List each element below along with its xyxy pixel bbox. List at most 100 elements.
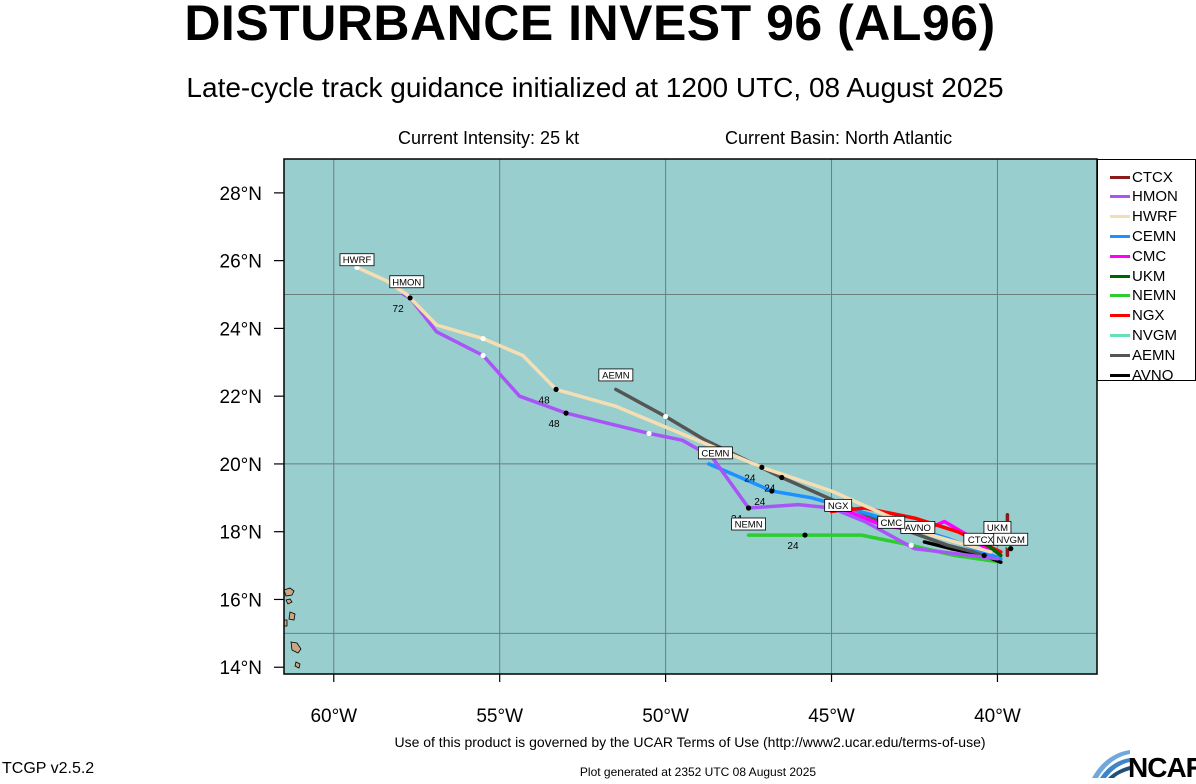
page-subtitle: Late-cycle track guidance initialized at… (186, 72, 1004, 103)
legend: CTCX HMON HWRF CEMN CMC UKM NEMN NGX NVGM AEMN AVN… (1097, 159, 1196, 384)
svg-text:CMC: CMC (880, 518, 902, 529)
legend-item-nvgm: NVGM (1110, 326, 1177, 344)
svg-text:CTCX: CTCX (968, 535, 995, 546)
svg-text:NGX: NGX (828, 501, 849, 512)
page-title: DISTURBANCE INVEST 96 (AL96) (184, 0, 996, 51)
ncar-logo-icon (1092, 750, 1130, 778)
legend-item-ctcx: CTCX (1110, 168, 1173, 186)
legend-swatch (1110, 195, 1130, 199)
legend-swatch (1110, 314, 1130, 318)
legend-label: HWRF (1132, 208, 1177, 226)
island-shape (294, 661, 301, 669)
legend-item-ngx: NGX (1110, 307, 1165, 325)
version-label: TCGP v2.5.2 (2, 760, 95, 777)
forecast-hour-label: 24 (754, 497, 766, 508)
track-label-ukm: UKM (983, 520, 1012, 534)
legend-item-nemn: NEMN (1110, 287, 1176, 305)
svg-text:NVGM: NVGM (996, 535, 1025, 546)
lon-tick-label: 50°W (642, 706, 689, 727)
svg-text:NEMN: NEMN (735, 520, 763, 531)
track-marker (779, 474, 785, 481)
forecast-hour-label: 24 (744, 473, 756, 484)
legend-swatch (1110, 175, 1130, 179)
legend-item-cmc: CMC (1110, 247, 1166, 265)
legend-swatch (1110, 254, 1130, 258)
map-frame (283, 158, 1098, 675)
track-marker (745, 505, 752, 511)
lat-tick-label: 24°N (220, 319, 262, 340)
track-marker (663, 413, 669, 420)
lon-tick-label: 45°W (808, 706, 855, 727)
track-hmon (401, 292, 1000, 561)
track-marker (759, 464, 765, 470)
legend-swatch (1110, 294, 1130, 298)
track-marker (802, 532, 808, 538)
lat-tick-label: 28°N (220, 184, 262, 205)
track-label-nvgm: NVGM (993, 532, 1029, 546)
lon-tick-label: 40°W (974, 706, 1021, 727)
legend-item-hmon: HMON (1110, 188, 1178, 206)
legend-item-aemn: AEMN (1110, 346, 1175, 364)
island-shape (290, 641, 302, 654)
legend-label: AEMN (1132, 346, 1176, 364)
forecast-hour-label: 24 (764, 483, 776, 494)
track-label-aemn: AEMN (598, 368, 634, 381)
island-shape (283, 587, 295, 597)
svg-text:HMON: HMON (392, 277, 421, 288)
legend-label: CEMN (1132, 227, 1177, 245)
track-marker (981, 552, 987, 559)
generated-timestamp: Plot generated at 2352 UTC 08 August 202… (579, 765, 817, 779)
legend-item-cemn: CEMN (1110, 227, 1176, 245)
track-label-hmon: HMON (389, 275, 425, 288)
lat-tick-label: 26°N (220, 252, 262, 273)
track-marker (908, 542, 914, 548)
legend-item-ukm: UKM (1110, 267, 1165, 285)
legend-label: HMON (1132, 188, 1178, 206)
legend-label: UKM (1132, 267, 1166, 285)
forecast-hour-label: 24 (787, 541, 799, 552)
legend-label: NVGM (1132, 326, 1177, 344)
svg-text:AEMN: AEMN (602, 370, 630, 381)
track-nemn (746, 533, 1003, 564)
island-shape (288, 611, 296, 621)
track-label-hwrf: HWRF (339, 253, 375, 266)
legend-swatch (1110, 353, 1130, 357)
legend-item-avno: AVNO (1110, 366, 1173, 384)
track-label-cemn: CEMN (697, 446, 733, 459)
lat-tick-label: 16°N (220, 590, 262, 611)
track-label-avno: AVNO (900, 520, 936, 534)
track-label-cmc: CMC (877, 515, 906, 529)
svg-text:CEMN: CEMN (701, 448, 729, 459)
track-marker (407, 295, 413, 301)
track-label-ngx: NGX (824, 498, 853, 512)
terms-of-use: Use of this product is governed by the U… (394, 734, 986, 750)
current-intensity: Current Intensity: 25 kt (398, 128, 580, 148)
legend-label: AVNO (1132, 366, 1174, 384)
track-marker (1008, 546, 1014, 552)
tracks-layer: 2424242448722448NEMNAVNOAEMNCEMNCMCNGXCT… (339, 253, 1029, 564)
legend-swatch (1110, 215, 1130, 219)
lon-tick-label: 60°W (310, 706, 357, 727)
track-marker (646, 430, 652, 437)
legend-label: CMC (1132, 247, 1167, 265)
legend-swatch (1110, 234, 1130, 238)
current-basin: Current Basin: North Atlantic (725, 128, 953, 148)
island-shape (285, 598, 293, 605)
legend-item-hwrf: HWRF (1110, 208, 1177, 226)
legend-label: NGX (1132, 307, 1165, 325)
forecast-hour-label: 48 (548, 419, 560, 430)
lat-tick-label: 18°N (220, 523, 262, 544)
svg-text:AVNO: AVNO (905, 523, 931, 534)
forecast-hour-label: 48 (539, 395, 551, 406)
track-marker (480, 335, 486, 342)
legend-swatch (1110, 274, 1130, 278)
track-marker (769, 488, 775, 494)
lat-tick-label: 20°N (220, 455, 262, 476)
ocean-area (284, 159, 1097, 674)
lon-tick-label: 55°W (476, 706, 523, 727)
forecast-hour-label: 72 (393, 304, 405, 315)
svg-text:UKM: UKM (987, 523, 1008, 534)
track-marker (480, 352, 486, 359)
legend-label: NEMN (1132, 287, 1177, 305)
